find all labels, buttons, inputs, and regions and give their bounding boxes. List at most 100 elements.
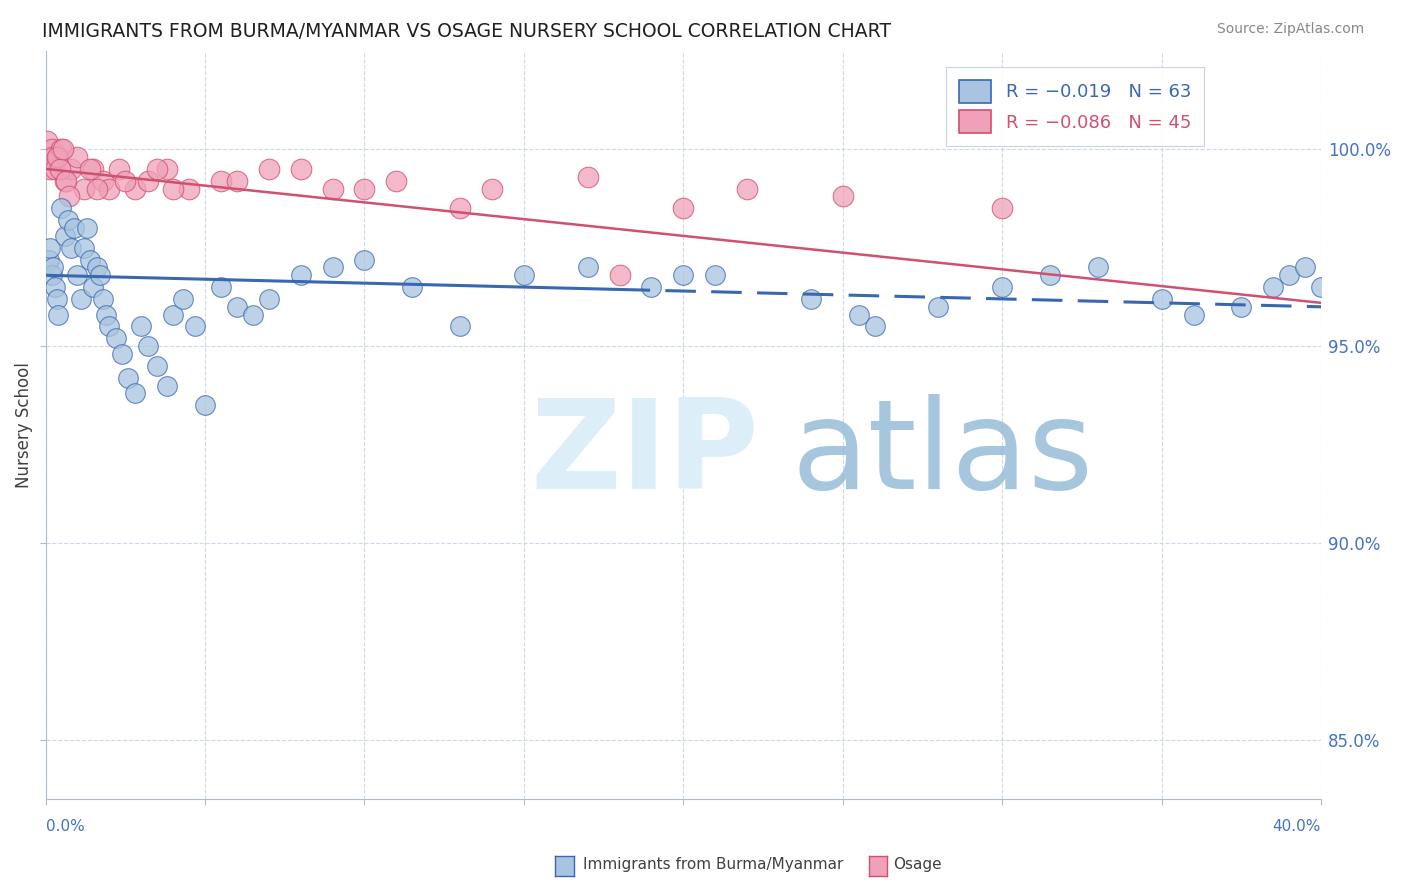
Point bbox=[66, 150, 89, 164]
Point bbox=[37, 134, 59, 148]
Point bbox=[73, 181, 96, 195]
Point bbox=[162, 308, 184, 322]
Point bbox=[82, 280, 104, 294]
Point bbox=[58, 189, 80, 203]
Point bbox=[76, 221, 98, 235]
Point bbox=[225, 174, 247, 188]
Text: Osage: Osage bbox=[893, 857, 942, 872]
Point bbox=[66, 268, 89, 283]
Point bbox=[1150, 292, 1173, 306]
Point bbox=[209, 280, 232, 294]
Point bbox=[82, 161, 104, 176]
Point bbox=[1263, 280, 1285, 294]
Point bbox=[53, 174, 76, 188]
Point bbox=[991, 280, 1014, 294]
Point bbox=[41, 142, 63, 156]
Point bbox=[209, 174, 232, 188]
Point bbox=[848, 308, 870, 322]
Point bbox=[94, 308, 117, 322]
Point bbox=[53, 228, 76, 243]
Point bbox=[41, 268, 63, 283]
Point bbox=[257, 292, 280, 306]
Point bbox=[86, 260, 108, 275]
Point bbox=[385, 174, 408, 188]
Point bbox=[42, 150, 65, 164]
Point bbox=[39, 161, 62, 176]
Point bbox=[672, 202, 695, 216]
Text: 0.0%: 0.0% bbox=[45, 819, 84, 834]
Point bbox=[49, 161, 72, 176]
Text: atlas: atlas bbox=[792, 394, 1094, 516]
Point bbox=[39, 241, 62, 255]
Point bbox=[146, 359, 169, 373]
Text: 40.0%: 40.0% bbox=[1272, 819, 1322, 834]
Point bbox=[38, 150, 60, 164]
Point bbox=[513, 268, 536, 283]
Point bbox=[831, 189, 853, 203]
Point bbox=[290, 161, 312, 176]
Point bbox=[401, 280, 423, 294]
Point bbox=[735, 181, 758, 195]
Point bbox=[52, 142, 75, 156]
Point bbox=[104, 331, 127, 345]
Point bbox=[290, 268, 312, 283]
Point bbox=[225, 300, 247, 314]
Point bbox=[353, 252, 375, 267]
Point bbox=[609, 268, 631, 283]
Point bbox=[640, 280, 662, 294]
Point bbox=[73, 241, 96, 255]
Point bbox=[322, 181, 344, 195]
Text: ZIP: ZIP bbox=[530, 394, 759, 516]
Point bbox=[108, 161, 131, 176]
Point bbox=[481, 181, 503, 195]
Point bbox=[91, 292, 114, 306]
Point bbox=[60, 241, 83, 255]
Point bbox=[42, 260, 65, 275]
Point bbox=[172, 292, 194, 306]
Point bbox=[449, 202, 471, 216]
Point bbox=[322, 260, 344, 275]
Point bbox=[46, 308, 69, 322]
Point bbox=[1087, 260, 1109, 275]
Point bbox=[927, 300, 949, 314]
Point bbox=[56, 213, 79, 227]
Point bbox=[991, 202, 1014, 216]
Point bbox=[117, 370, 139, 384]
Point bbox=[51, 202, 73, 216]
Point bbox=[38, 252, 60, 267]
Point bbox=[353, 181, 375, 195]
Legend: R = −0.019   N = 63, R = −0.086   N = 45: R = −0.019 N = 63, R = −0.086 N = 45 bbox=[946, 67, 1204, 146]
Point bbox=[177, 181, 200, 195]
Text: Immigrants from Burma/Myanmar: Immigrants from Burma/Myanmar bbox=[583, 857, 844, 872]
Point bbox=[79, 252, 101, 267]
Point bbox=[51, 142, 73, 156]
Point bbox=[44, 280, 66, 294]
Point bbox=[136, 339, 159, 353]
Point bbox=[89, 268, 111, 283]
Point bbox=[194, 398, 217, 412]
Point bbox=[449, 319, 471, 334]
Point bbox=[63, 221, 86, 235]
Point bbox=[146, 161, 169, 176]
Point bbox=[69, 292, 91, 306]
Point bbox=[60, 161, 83, 176]
Point bbox=[44, 161, 66, 176]
Point bbox=[800, 292, 823, 306]
Point bbox=[184, 319, 207, 334]
Point bbox=[863, 319, 886, 334]
Point bbox=[576, 169, 599, 184]
Point bbox=[1182, 308, 1205, 322]
Point bbox=[162, 181, 184, 195]
Point bbox=[45, 292, 67, 306]
Point bbox=[156, 161, 179, 176]
Point bbox=[242, 308, 264, 322]
Point bbox=[136, 174, 159, 188]
Text: IMMIGRANTS FROM BURMA/MYANMAR VS OSAGE NURSERY SCHOOL CORRELATION CHART: IMMIGRANTS FROM BURMA/MYANMAR VS OSAGE N… bbox=[42, 22, 891, 41]
Point bbox=[1230, 300, 1253, 314]
Point bbox=[55, 174, 77, 188]
Point bbox=[91, 174, 114, 188]
Point bbox=[129, 319, 152, 334]
Point bbox=[672, 268, 695, 283]
Point bbox=[46, 150, 69, 164]
Point bbox=[1310, 280, 1333, 294]
